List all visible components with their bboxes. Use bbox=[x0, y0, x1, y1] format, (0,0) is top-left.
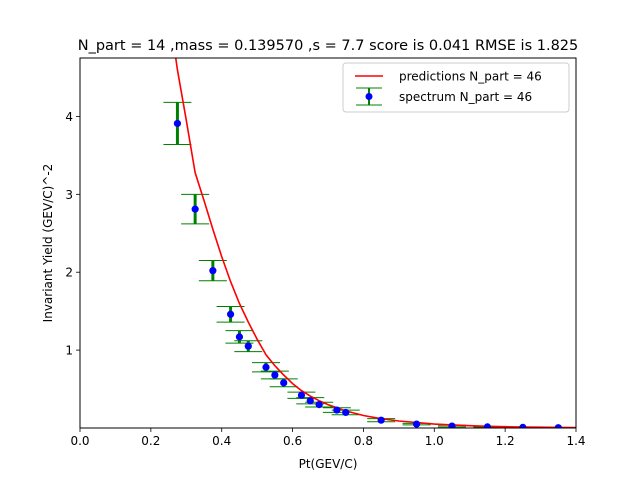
data-point bbox=[227, 311, 234, 318]
legend: predictions N_part = 46 spectrum N_part … bbox=[343, 63, 569, 112]
data-point bbox=[245, 343, 252, 350]
data-point bbox=[236, 333, 243, 340]
data-point bbox=[262, 364, 269, 371]
data-point bbox=[209, 267, 216, 274]
y-tick-label: 1 bbox=[65, 344, 73, 358]
data-point bbox=[192, 206, 199, 213]
legend-spectrum-label: spectrum N_part = 46 bbox=[399, 90, 532, 104]
y-tick-label: 2 bbox=[65, 266, 73, 280]
x-tick-label: 0.2 bbox=[141, 434, 160, 448]
data-point bbox=[298, 392, 305, 399]
data-point bbox=[413, 421, 420, 428]
x-tick-label: 0.6 bbox=[283, 434, 302, 448]
y-tick-label: 4 bbox=[65, 110, 73, 124]
x-tick-label: 1.2 bbox=[496, 434, 515, 448]
data-point bbox=[271, 371, 278, 378]
data-point bbox=[333, 406, 340, 413]
y-tick-label: 3 bbox=[65, 188, 73, 202]
x-axis-label: Pt(GEV/C) bbox=[299, 457, 358, 471]
x-tick-label: 1.0 bbox=[425, 434, 444, 448]
legend-prediction-label: predictions N_part = 46 bbox=[399, 70, 542, 84]
data-point bbox=[316, 401, 323, 408]
data-point bbox=[342, 409, 349, 416]
y-axis-label: Invariant Yield (GEV/C)^-2 bbox=[41, 164, 55, 323]
data-point bbox=[307, 397, 314, 404]
data-point bbox=[174, 120, 181, 127]
data-point bbox=[280, 379, 287, 386]
x-tick-label: 1.4 bbox=[566, 434, 585, 448]
x-tick-label: 0.4 bbox=[212, 434, 231, 448]
chart-title: N_part = 14 ,mass = 0.139570 ,s = 7.7 sc… bbox=[78, 38, 579, 54]
x-tick-label: 0.8 bbox=[354, 434, 373, 448]
data-point bbox=[378, 417, 385, 424]
x-tick-label: 0.0 bbox=[70, 434, 89, 448]
